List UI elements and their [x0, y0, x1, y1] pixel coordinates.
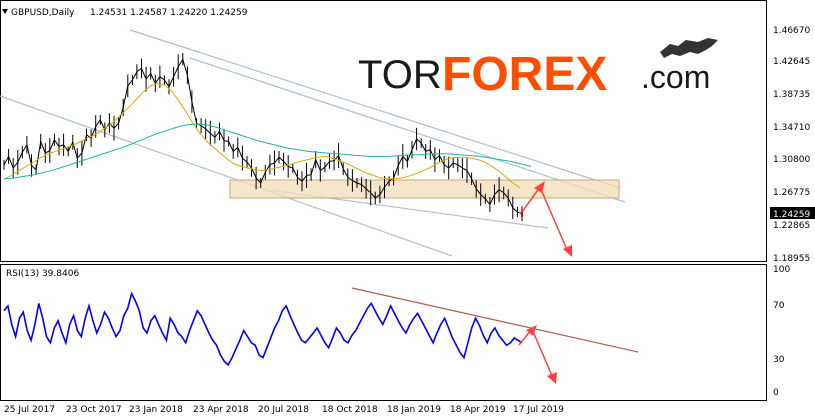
ma-teal-line — [3, 123, 532, 180]
logo-com: .com — [641, 59, 710, 95]
rsi-trendline — [351, 287, 639, 353]
time-axis: 25 Jul 2017 23 Oct 2017 23 Jan 2018 23 A… — [4, 405, 564, 415]
rsi-down-arrowhead — [547, 372, 557, 384]
price-tick: 1.18955 — [773, 254, 810, 264]
rsi-panel-frame — [0, 264, 767, 401]
price-tick: 1.46670 — [773, 26, 810, 36]
moving-average-series — [3, 82, 532, 189]
rsi-up-arrowhead — [526, 325, 537, 336]
rsi-line — [3, 291, 523, 367]
time-tick: 25 Jul 2017 — [4, 405, 55, 415]
time-tick: 18 Jan 2019 — [387, 405, 441, 415]
price-axis: 1.46670 1.42645 1.38735 1.34710 1.30800 … — [770, 26, 815, 264]
time-tick: 20 Jul 2018 — [258, 405, 309, 415]
time-tick: 17 Jul 2019 — [513, 405, 564, 415]
rsi-tick: 30 — [773, 355, 785, 365]
rsi-series — [3, 291, 523, 367]
channel-upper-line — [129, 29, 621, 189]
torforex-logo: TOR FOREX .com — [358, 38, 718, 101]
price-tick: 1.42645 — [773, 57, 810, 67]
rsi-down-arrow — [531, 328, 554, 379]
price-tick: 1.22865 — [773, 221, 810, 231]
price-panel-frame — [0, 0, 767, 262]
rsi-tick: 0 — [773, 388, 779, 398]
time-tick: 23 Jan 2018 — [129, 405, 183, 415]
channel-upper-line-2 — [189, 57, 626, 203]
forecast-down-arrow — [539, 186, 569, 253]
forecast-up-arrow — [521, 186, 541, 213]
current-price-label: 1.24259 — [773, 210, 810, 220]
chart-symbol-header: GBPUSD,Daily — [11, 8, 75, 18]
time-tick: 18 Oct 2018 — [322, 405, 378, 415]
bull-icon — [660, 38, 718, 58]
forecast-down-arrowhead — [563, 245, 572, 257]
header-triangle-icon — [2, 9, 8, 14]
logo-forex: FOREX — [442, 48, 607, 101]
rsi-tick: 100 — [773, 265, 790, 275]
time-tick: 18 Apr 2019 — [450, 405, 506, 415]
price-tick: 1.26775 — [773, 188, 810, 198]
price-tick: 1.30800 — [773, 155, 810, 165]
rsi-axis: 100 70 30 0 — [773, 265, 790, 398]
price-line — [3, 58, 523, 215]
chart-ohlc-header: 1.24531 1.24587 1.24220 1.24259 — [90, 8, 248, 18]
current-price-label-bg — [770, 207, 815, 219]
price-tick: 1.34710 — [773, 123, 810, 133]
price-tick: 1.38735 — [773, 90, 810, 100]
sr-zone — [229, 179, 620, 199]
channel-lower-line — [0, 95, 453, 257]
rsi-header: RSI(13) 39.8406 — [6, 269, 79, 279]
rsi-tick: 70 — [773, 301, 785, 311]
ma-orange-line — [3, 82, 521, 189]
logo-tor: TOR — [358, 53, 442, 97]
forecast-arrows — [518, 181, 572, 384]
forecast-up-arrowhead — [534, 181, 545, 193]
time-tick: 23 Apr 2018 — [193, 405, 249, 415]
time-tick: 23 Oct 2017 — [66, 405, 122, 415]
